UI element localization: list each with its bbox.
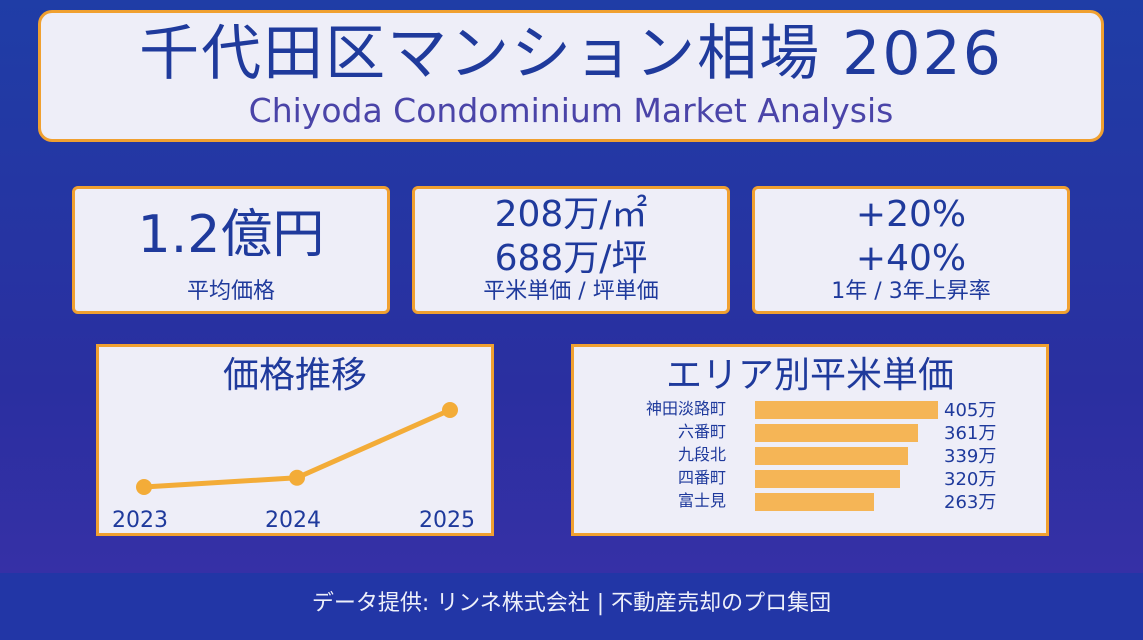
area-value-2: 339万 xyxy=(944,446,997,467)
area-bar-1 xyxy=(755,424,918,442)
year-label-2025: 2025 xyxy=(419,508,475,533)
growth-one-year: +20% xyxy=(855,194,967,235)
year-label-2023: 2023 xyxy=(112,508,168,533)
price-trend-title: 価格推移 xyxy=(222,355,367,396)
area-bar-2 xyxy=(755,447,908,465)
area-bar-0 xyxy=(755,401,938,419)
area-name-0: 神田淡路町 xyxy=(645,399,726,418)
area-bar-3 xyxy=(755,470,900,488)
page-title: 千代田区マンション相場 2026 xyxy=(139,19,1003,89)
price-point-2024 xyxy=(289,469,305,486)
area-name-3: 四番町 xyxy=(677,468,726,487)
growth-label: 1年 / 3年上昇率 xyxy=(831,279,991,304)
area-name-2: 九段北 xyxy=(677,445,726,464)
area-bar-4 xyxy=(755,493,874,511)
year-label-2024: 2024 xyxy=(265,508,321,533)
avg-price-label: 平均価格 xyxy=(186,279,275,304)
price-per-sqm: 208万/㎡ xyxy=(494,194,648,235)
area-price-title: エリア別平米単価 xyxy=(665,355,954,396)
footer: データ提供: リンネ株式会社 | 不動産売却のプロ集団 xyxy=(0,573,1143,640)
growth-card: +20% +40% 1年 / 3年上昇率 xyxy=(752,186,1070,314)
page-subtitle: Chiyoda Condominium Market Analysis xyxy=(248,91,894,130)
area-value-1: 361万 xyxy=(944,423,997,444)
price-trend-panel: 価格推移 2023 2024 2025 xyxy=(96,344,494,536)
area-name-4: 富士見 xyxy=(677,491,726,510)
area-value-4: 263万 xyxy=(944,492,997,513)
price-point-2023 xyxy=(136,479,152,495)
unit-price-label: 平米単価 / 坪単価 xyxy=(483,279,659,304)
avg-price-card: 1.2億円 平均価格 xyxy=(72,186,390,314)
title-card: 千代田区マンション相場 2026 Chiyoda Condominium Mar… xyxy=(38,10,1104,142)
unit-price-card: 208万/㎡ 688万/坪 平米単価 / 坪単価 xyxy=(412,186,730,314)
area-value-0: 405万 xyxy=(944,400,997,421)
price-trend-chart xyxy=(136,402,458,495)
area-value-3: 320万 xyxy=(944,469,997,490)
area-name-1: 六番町 xyxy=(677,422,726,441)
avg-price-value: 1.2億円 xyxy=(137,205,325,265)
area-price-panel: エリア別平米単価 神田淡路町 405万六番町 361万九段北 339万四番町 320万富… xyxy=(571,344,1049,536)
price-point-2025 xyxy=(442,402,458,418)
growth-three-year: +40% xyxy=(855,238,967,279)
price-per-tsubo: 688万/坪 xyxy=(494,238,648,279)
footer-text: データ提供: リンネ株式会社 | 不動産売却のプロ集団 xyxy=(311,591,832,616)
